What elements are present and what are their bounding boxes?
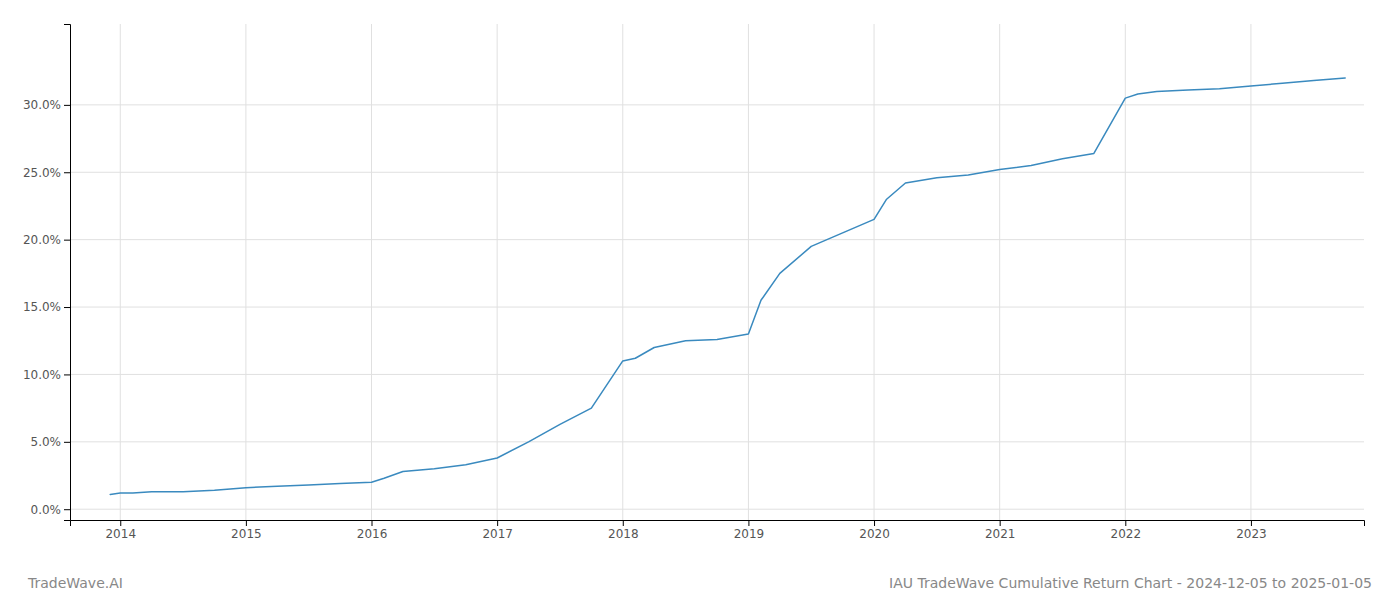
x-tick: 2017	[482, 520, 513, 541]
grid-line	[70, 172, 1364, 173]
grid-line	[70, 104, 1364, 105]
tick-mark	[64, 172, 70, 173]
grid	[70, 24, 1364, 520]
grid-line	[748, 24, 749, 520]
tick-label: 2023	[1236, 527, 1267, 541]
tick-mark	[497, 520, 498, 526]
x-axis: 2014 2015 2016 2017 2018 2019 2020 2021 2022 2023	[71, 520, 1365, 541]
grid-line	[120, 24, 121, 520]
grid-line	[70, 509, 1364, 510]
tick-label: 30.0%	[23, 98, 61, 112]
grid-line	[1250, 24, 1251, 520]
chart: 2014 2015 2016 2017 2018 2019 2020 2021 2022 2023…	[0, 0, 1400, 600]
x-tick: 2022	[1111, 520, 1142, 541]
title: IAU TradeWave Cumulative Return Chart - …	[889, 575, 1372, 591]
tick-label: 2015	[231, 527, 262, 541]
grid-line	[70, 307, 1364, 308]
watermark: TradeWave.AI	[27, 575, 123, 591]
tick-label: 25.0%	[23, 166, 61, 180]
axis-line	[64, 25, 71, 521]
x-tick: 2023	[1236, 520, 1267, 541]
tick-label: 2014	[105, 527, 136, 541]
tick-mark	[1125, 520, 1126, 526]
tick-label: 2020	[859, 527, 890, 541]
grid-line	[245, 24, 246, 520]
x-tick: 2015	[231, 520, 262, 541]
plot: 2014 2015 2016 2017 2018 2019 2020 2021 2022 2023…	[23, 24, 1365, 541]
tick-mark	[64, 240, 70, 241]
y-tick: 20.0%	[23, 233, 70, 247]
tick-mark	[623, 520, 624, 526]
tick-label: 10.0%	[23, 368, 61, 382]
tick-label: 0.0%	[31, 503, 62, 517]
grid-line	[371, 24, 372, 520]
grid-line	[70, 239, 1364, 240]
tick-mark	[64, 374, 70, 375]
marks	[110, 78, 1345, 494]
tick-label: 5.0%	[31, 435, 62, 449]
tick-mark	[1000, 520, 1001, 526]
tick-mark	[1251, 520, 1252, 526]
tick-mark	[246, 520, 247, 526]
x-tick: 2020	[859, 520, 890, 541]
x-tick: 2019	[734, 520, 765, 541]
tick-mark	[64, 442, 70, 443]
tick-label: 15.0%	[23, 300, 61, 314]
grid-line	[874, 24, 875, 520]
tick-mark	[120, 520, 121, 526]
tick-mark	[748, 520, 749, 526]
grid-line	[999, 24, 1000, 520]
grid-line	[70, 441, 1364, 442]
grid-line	[622, 24, 623, 520]
y-tick: 30.0%	[23, 98, 70, 112]
y-tick: 10.0%	[23, 368, 70, 382]
tick-label: 2019	[734, 527, 765, 541]
x-tick: 2021	[985, 520, 1016, 541]
tick-label: 2022	[1111, 527, 1142, 541]
grid-line	[497, 24, 498, 520]
tick-mark	[64, 105, 70, 106]
tick-mark	[64, 307, 70, 308]
x-tick: 2018	[608, 520, 639, 541]
y-tick: 15.0%	[23, 300, 70, 314]
line	[110, 78, 1345, 494]
tick-mark	[372, 520, 373, 526]
axis-line	[71, 521, 1365, 527]
tick-label: 2018	[608, 527, 639, 541]
y-tick: 25.0%	[23, 166, 70, 180]
x-tick: 2014	[105, 520, 136, 541]
tick-label: 2017	[482, 527, 513, 541]
grid-line	[70, 374, 1364, 375]
y-tick: 0.0%	[31, 503, 71, 517]
tick-label: 2021	[985, 527, 1016, 541]
tick-mark	[874, 520, 875, 526]
tick-label: 20.0%	[23, 233, 61, 247]
tick-label: 2016	[357, 527, 388, 541]
tick-mark	[64, 509, 70, 510]
y-axis: 0.0% 5.0% 10.0% 15.0% 20.0% 25.0% 30.0%	[23, 25, 71, 521]
y-tick: 5.0%	[31, 435, 71, 449]
x-tick: 2016	[357, 520, 388, 541]
